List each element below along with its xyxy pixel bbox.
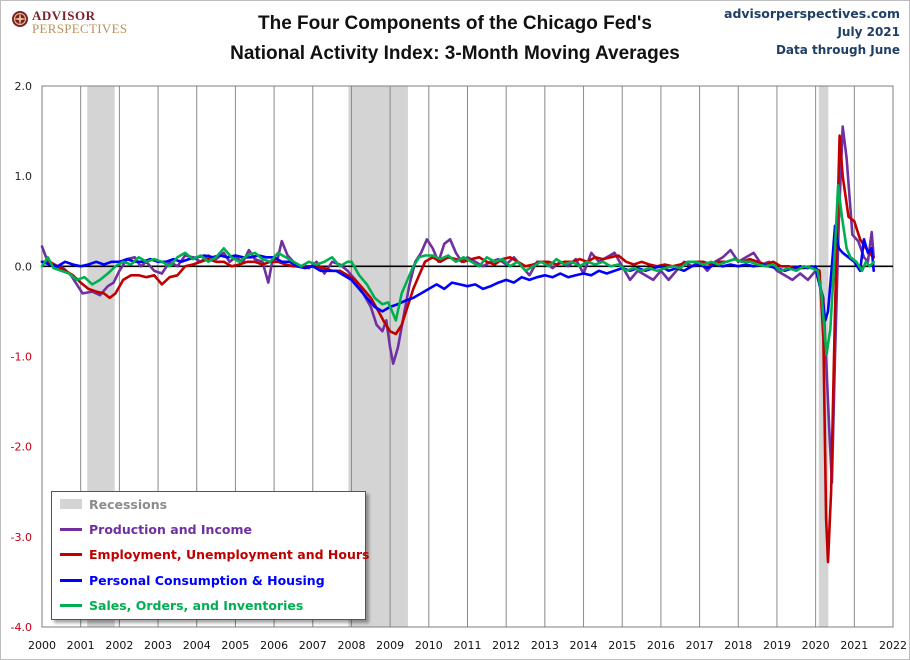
legend-item-recessions: Recessions [60, 494, 167, 514]
legend-swatch-recessions [60, 499, 82, 509]
y-tick-label: 2.0 [15, 80, 33, 93]
legend-item-employment: Employment, Unemployment and Hours [60, 544, 369, 564]
y-tick-label: -1.0 [11, 351, 32, 364]
legend-label-production: Production and Income [89, 521, 252, 537]
y-tick-label: -4.0 [11, 621, 32, 634]
x-tick-label: 2021 [840, 639, 868, 652]
x-tick-label: 2008 [337, 639, 365, 652]
logo-text-perspectives: PERSPECTIVES [32, 21, 128, 36]
x-tick-label: 2014 [570, 639, 598, 652]
y-tick-label: -2.0 [11, 441, 32, 454]
legend-label-sales: Sales, Orders, and Inventories [89, 597, 304, 613]
x-tick-label: 2002 [105, 639, 133, 652]
legend-swatch-employment [60, 552, 82, 556]
legend-item-sales: Sales, Orders, and Inventories [60, 595, 303, 615]
source-url: advisorperspectives.com [724, 6, 900, 21]
x-tick-label: 2020 [802, 639, 830, 652]
x-tick-label: 2010 [415, 639, 443, 652]
x-tick-label: 2012 [492, 639, 520, 652]
x-tick-label: 2011 [454, 639, 482, 652]
plot-border [41, 85, 894, 628]
series-line-sales [40, 183, 875, 356]
legend-swatch-consumption [60, 578, 82, 582]
x-tick-label: 2001 [67, 639, 95, 652]
x-tick-label: 2004 [183, 639, 211, 652]
x-tick-label: 2022 [879, 639, 907, 652]
x-tick-label: 2009 [376, 639, 404, 652]
y-tick-label: 0.0 [15, 260, 33, 273]
logo: ADVISOR PERSPECTIVES [11, 8, 151, 36]
x-tick-label: 2007 [299, 639, 327, 652]
legend-item-consumption: Personal Consumption & Housing [60, 570, 325, 590]
x-tick-label: 2019 [763, 639, 791, 652]
legend-label-employment: Employment, Unemployment and Hours [89, 546, 370, 562]
x-tick-label: 2006 [260, 639, 288, 652]
chart-legend: Recessions Production and Income Employm… [51, 491, 369, 620]
compass-icon [12, 11, 28, 27]
x-tick-label: 2000 [28, 639, 56, 652]
chart-title-line2: National Activity Index: 3-Month Moving … [230, 43, 680, 64]
x-tick-label: 2015 [608, 639, 636, 652]
x-tick-label: 2005 [221, 639, 249, 652]
legend-swatch-sales [60, 603, 82, 607]
y-tick-label: 1.0 [15, 170, 33, 183]
source-data-through: Data through June [775, 43, 900, 57]
x-tick-label: 2013 [531, 639, 559, 652]
legend-label-recessions: Recessions [89, 496, 168, 512]
legend-item-production: Production and Income [60, 519, 252, 539]
x-tick-label: 2016 [647, 639, 675, 652]
source-date: July 2021 [837, 25, 900, 39]
x-tick-label: 2018 [724, 639, 752, 652]
x-tick-label: 2003 [144, 639, 172, 652]
logo-text-advisor: ADVISOR [32, 8, 96, 23]
chart-title-line1: The Four Components of the Chicago Fed's [257, 13, 653, 34]
x-tick-label: 2017 [686, 639, 714, 652]
legend-swatch-production [60, 527, 82, 531]
series-line-employment [40, 134, 875, 564]
y-tick-label: -3.0 [11, 531, 32, 544]
legend-label-consumption: Personal Consumption & Housing [89, 572, 325, 588]
